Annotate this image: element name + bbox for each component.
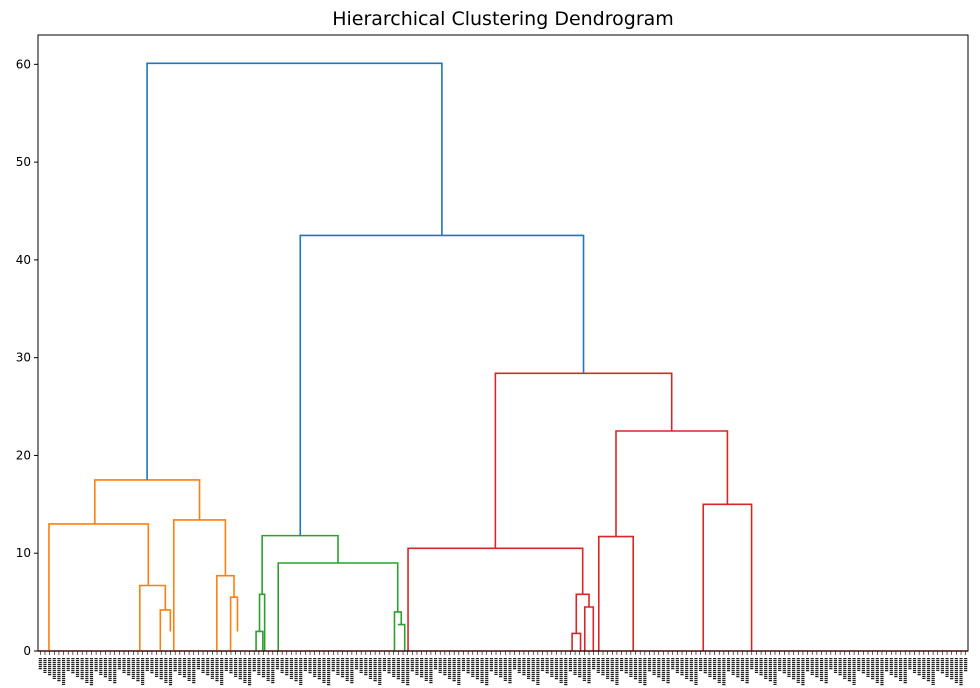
dendrogram-link-2: [159, 609, 172, 651]
dendrogram-link-4: [216, 574, 235, 651]
dendrogram-link-5: [229, 596, 239, 651]
dendrogram-link-22: [146, 62, 443, 480]
y-axis: 0 10 20 30 40 50 60: [16, 57, 38, 658]
y-tick-label: 10: [16, 546, 31, 560]
axes-frame: [37, 34, 969, 652]
leaf-labels: [38, 651, 968, 686]
dendrogram-link-1: [139, 584, 167, 651]
y-tick-label: 20: [16, 448, 31, 462]
y-tick-label: 0: [23, 644, 31, 658]
dendrogram-link-10: [397, 623, 406, 651]
chart-title: Hierarchical Clustering Dendrogram: [332, 8, 674, 30]
y-tick-label: 30: [16, 351, 31, 365]
y-tick-label: 50: [16, 155, 31, 169]
y-tick-label: 60: [16, 57, 31, 71]
dendrogram-link-15: [583, 606, 595, 651]
y-tick-label: 40: [16, 253, 31, 267]
dendrogram-link-0: [48, 523, 150, 651]
